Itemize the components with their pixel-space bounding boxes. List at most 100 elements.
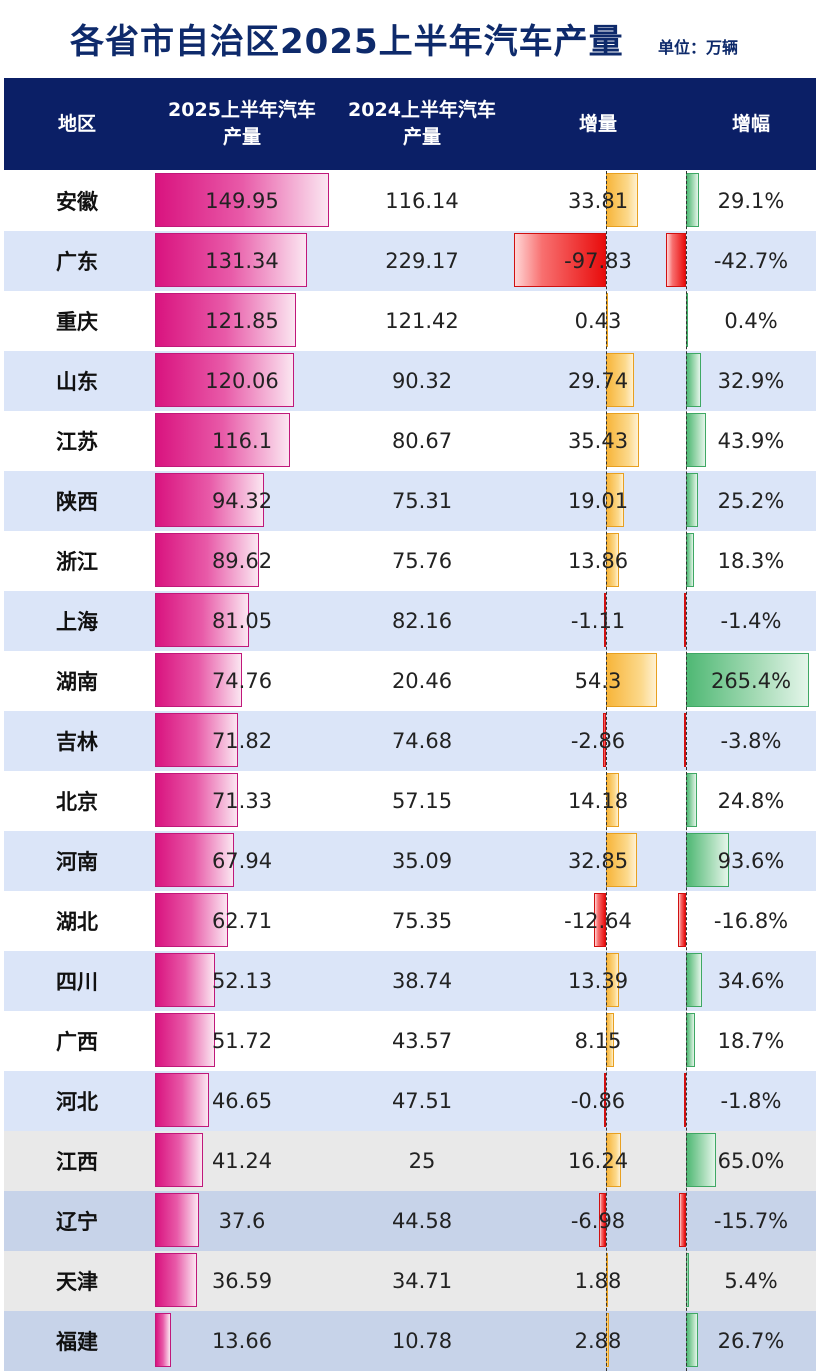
increase-value: 19.01 xyxy=(567,489,629,513)
increase-bar xyxy=(604,593,606,647)
growth-value: -16.8% xyxy=(713,909,789,933)
production-bar xyxy=(155,293,297,347)
title-bar: 各省市自治区2025上半年汽车产量 单位：万辆 xyxy=(0,0,822,78)
growth-value: 0.4% xyxy=(724,309,778,333)
increase-bar xyxy=(514,233,606,287)
growth-bar xyxy=(686,653,809,707)
growth-value: 26.7% xyxy=(717,1329,785,1353)
increase-value: -97.83 xyxy=(564,249,632,273)
region-label: 广西 xyxy=(56,1030,98,1054)
table-row: 陕西 94.32 75.31 19.01 25.2% xyxy=(4,471,816,531)
increase-bar xyxy=(599,1193,606,1247)
prod2024-value: 75.76 xyxy=(391,549,453,573)
table-row: 上海 81.05 82.16 -1.11 -1.4% xyxy=(4,591,816,651)
table-row: 四川 52.13 38.74 13.39 34.6% xyxy=(4,951,816,1011)
table-row: 吉林 71.82 74.68 -2.86 -3.8% xyxy=(4,711,816,771)
growth-value: 18.3% xyxy=(717,549,785,573)
table-row: 山东 120.06 90.32 29.74 32.9% xyxy=(4,351,816,411)
region-label: 河北 xyxy=(56,1090,98,1114)
region-label: 江苏 xyxy=(56,430,98,454)
increase-bar xyxy=(606,413,640,467)
production-bar xyxy=(155,593,250,647)
table-row: 湖北 62.71 75.35 -12.64 -16.8% xyxy=(4,891,816,951)
increase-bar xyxy=(604,1073,606,1127)
prod2024-value: 229.17 xyxy=(385,249,459,273)
production-bar xyxy=(155,773,238,827)
growth-zero-axis xyxy=(686,171,687,1371)
growth-bar xyxy=(684,1073,686,1127)
prod2024-value: 34.71 xyxy=(391,1269,453,1293)
increase-value: 8.15 xyxy=(574,1029,622,1053)
increase-bar xyxy=(606,833,637,887)
prod2024-value: 82.16 xyxy=(391,609,453,633)
growth-value: 18.7% xyxy=(717,1029,785,1053)
prod2024-value: 57.15 xyxy=(391,789,453,813)
growth-value: -3.8% xyxy=(720,729,782,753)
region-label: 山东 xyxy=(56,370,98,394)
production-bar xyxy=(155,353,295,407)
prod2025-value: 67.94 xyxy=(211,849,273,873)
increase-bar xyxy=(606,653,658,707)
increase-value: 2.88 xyxy=(574,1329,622,1353)
region-label: 安徽 xyxy=(56,190,98,214)
prod2024-value: 43.57 xyxy=(391,1029,453,1053)
table-row: 河北 46.65 47.51 -0.86 -1.8% xyxy=(4,1071,816,1131)
increase-value: 14.18 xyxy=(567,789,629,813)
table-row: 浙江 89.62 75.76 13.86 18.3% xyxy=(4,531,816,591)
production-bar xyxy=(155,1073,210,1127)
unit-label: 单位：万辆 xyxy=(658,38,739,57)
growth-value: 25.2% xyxy=(717,489,785,513)
prod2025-value: 71.33 xyxy=(211,789,273,813)
increase-bar xyxy=(603,713,606,767)
table-row: 广东 131.34 229.17 -97.83 -42.7% xyxy=(4,231,816,291)
growth-bar xyxy=(684,593,686,647)
header-prod2024: 2024上半年汽车 产量 xyxy=(348,99,496,148)
prod2025-value: 116.1 xyxy=(211,429,273,453)
prod2025-value: 131.34 xyxy=(205,249,279,273)
growth-value: -1.4% xyxy=(720,609,782,633)
header-prod2025: 2025上半年汽车 产量 xyxy=(168,99,316,148)
growth-value: 34.6% xyxy=(717,969,785,993)
growth-value: 5.4% xyxy=(724,1269,778,1293)
prod2025-value: 62.71 xyxy=(211,909,273,933)
region-label: 陕西 xyxy=(56,490,98,514)
left-edge xyxy=(0,0,4,1362)
growth-value: 32.9% xyxy=(717,369,785,393)
production-bar xyxy=(155,833,234,887)
increase-value: 1.88 xyxy=(574,1269,622,1293)
prod2024-value: 38.74 xyxy=(391,969,453,993)
growth-bar xyxy=(666,233,686,287)
growth-value: -15.7% xyxy=(713,1209,789,1233)
increase-value: -1.11 xyxy=(570,609,626,633)
growth-value: -1.8% xyxy=(720,1089,782,1113)
table-row: 江苏 116.1 80.67 35.43 43.9% xyxy=(4,411,816,471)
prod2025-value: 13.66 xyxy=(211,1329,273,1353)
growth-value: 43.9% xyxy=(717,429,785,453)
header-growth: 增幅 xyxy=(731,112,770,135)
table-row: 重庆 121.85 121.42 0.43 0.4% xyxy=(4,291,816,351)
prod2025-value: 74.76 xyxy=(211,669,273,693)
prod2025-value: 36.59 xyxy=(211,1269,273,1293)
production-bar xyxy=(155,953,216,1007)
production-bar xyxy=(155,1013,215,1067)
production-bar xyxy=(155,413,290,467)
prod2024-value: 44.58 xyxy=(391,1209,453,1233)
growth-value: 93.6% xyxy=(717,849,785,873)
prod2025-value: 81.05 xyxy=(211,609,273,633)
production-bar xyxy=(155,1193,199,1247)
chart-title: 各省市自治区2025上半年汽车产量 xyxy=(70,22,624,62)
table-row: 天津 36.59 34.71 1.88 5.4% xyxy=(4,1251,816,1311)
prod2025-value: 71.82 xyxy=(211,729,273,753)
increase-value: -0.86 xyxy=(570,1089,626,1113)
prod2025-value: 94.32 xyxy=(211,489,273,513)
region-label: 吉林 xyxy=(56,730,98,754)
table-row: 广西 51.72 43.57 8.15 18.7% xyxy=(4,1011,816,1071)
prod2024-value: 90.32 xyxy=(391,369,453,393)
increase-zero-axis xyxy=(606,171,607,1371)
growth-value: 29.1% xyxy=(717,189,785,213)
prod2024-value: 75.31 xyxy=(391,489,453,513)
increase-value: -2.86 xyxy=(570,729,626,753)
increase-value: -12.64 xyxy=(564,909,632,933)
prod2025-value: 120.06 xyxy=(205,369,279,393)
